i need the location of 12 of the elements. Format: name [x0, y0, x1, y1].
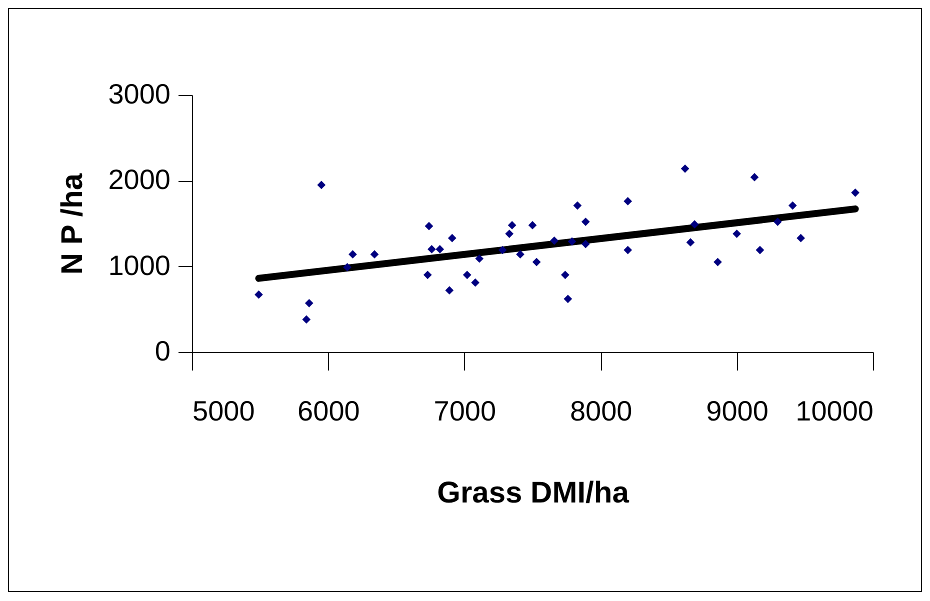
x-tick-label: 9000 [706, 396, 768, 426]
x-tick-label: 8000 [570, 396, 632, 426]
x-axis-title: Grass DMI/ha [437, 476, 630, 510]
x-tick-label: 7000 [434, 396, 496, 426]
y-tick-label: 2000 [108, 164, 170, 196]
y-tick-label: 3000 [108, 78, 170, 110]
y-tick-label: 0 [154, 336, 170, 366]
y-axis-title: N P /ha [56, 173, 90, 275]
x-tick-label: 5000 [192, 396, 255, 426]
x-tick-label: 6000 [298, 396, 360, 426]
x-tick-label: 10000 [796, 396, 874, 426]
y-tick-label: 1000 [108, 250, 170, 281]
